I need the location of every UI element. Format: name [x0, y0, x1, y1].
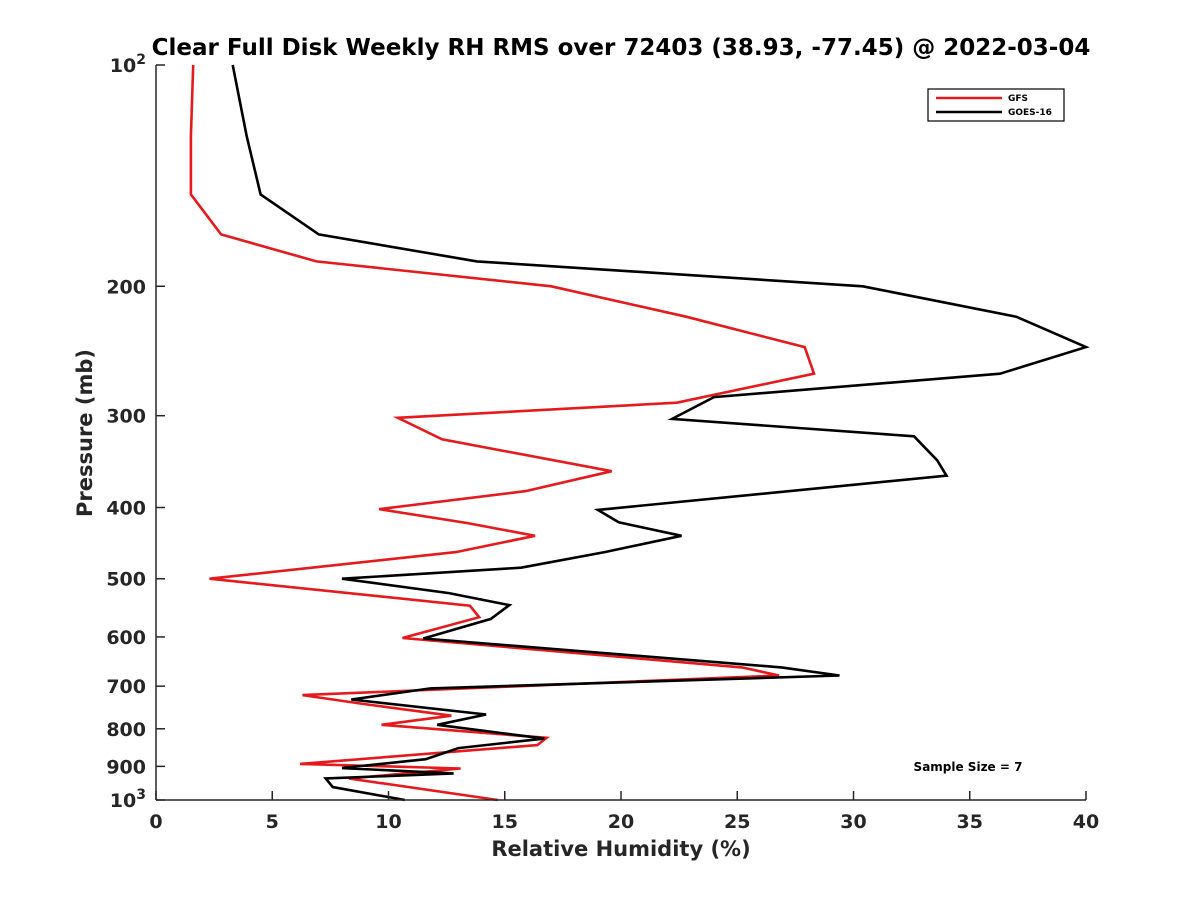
legend-label: GFS: [1008, 94, 1028, 104]
x-tick-label: 15: [492, 811, 518, 833]
legend-box: [927, 88, 1065, 122]
x-axis-label: Relative Humidity (%): [491, 837, 750, 861]
series-line-gfs: [189, 64, 816, 802]
y-tick-label: 500: [106, 569, 146, 591]
legend: GFS GOES-16: [927, 88, 1065, 122]
x-tick-label: 0: [149, 811, 162, 833]
series-line-goes-16: [231, 64, 1090, 802]
x-tick-label: 40: [1073, 811, 1099, 833]
y-tick-label: 400: [106, 498, 146, 520]
plot-area: [189, 64, 1090, 802]
y-tick-label: 800: [106, 719, 146, 741]
x-tick-label: 5: [266, 811, 279, 833]
y-tick-label: 700: [106, 676, 146, 698]
y-tick-label: 103: [110, 787, 146, 812]
y-axis: 102 200 300 400 500 600 700 800 900 103: [106, 52, 165, 812]
y-axis-label: Pressure (mb): [73, 349, 97, 517]
sample-size-annotation: Sample Size = 7: [914, 760, 1023, 774]
x-tick-label: 10: [375, 811, 401, 833]
y-tick-label: 200: [106, 276, 146, 298]
chart-title: Clear Full Disk Weekly RH RMS over 72403…: [152, 35, 1091, 61]
y-tick-label: 600: [106, 627, 146, 649]
x-tick-label: 25: [724, 811, 750, 833]
y-tick-label: 300: [106, 406, 146, 428]
legend-label: GOES-16: [1008, 108, 1052, 118]
x-tick-label: 35: [957, 811, 983, 833]
y-tick-label: 102: [110, 52, 146, 77]
x-tick-label: 20: [608, 811, 634, 833]
x-axis: 0 5 10 15 20 25 30 35 40: [149, 791, 1099, 833]
x-tick-label: 30: [840, 811, 866, 833]
y-tick-label: 900: [106, 756, 146, 778]
